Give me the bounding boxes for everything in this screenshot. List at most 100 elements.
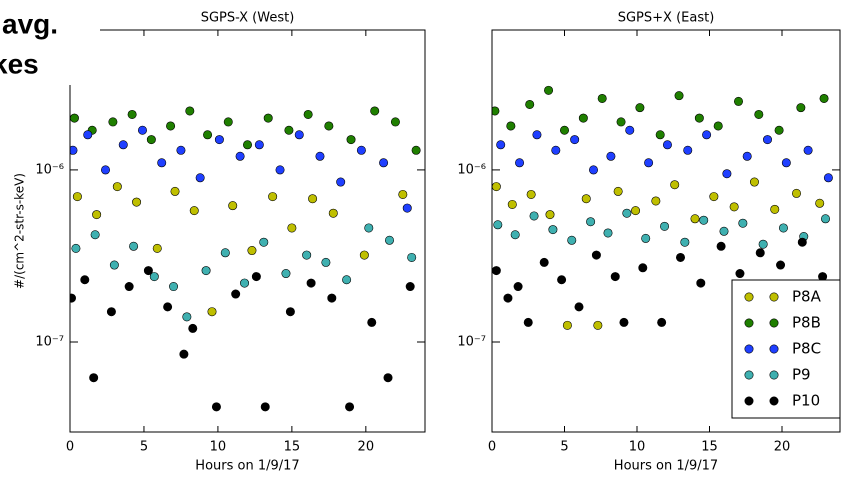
data-point: [185, 106, 195, 116]
data-point: [525, 99, 535, 109]
data-point: [622, 208, 632, 218]
data-point: [342, 275, 352, 285]
data-point: [303, 109, 313, 119]
x-tick-label: 5: [560, 440, 568, 455]
data-point: [101, 165, 111, 175]
data-point: [625, 125, 635, 135]
x-tick-label: 20: [774, 440, 791, 455]
data-point: [328, 208, 338, 218]
data-point: [588, 165, 598, 175]
data-point: [345, 402, 355, 412]
data-point: [235, 151, 245, 161]
data-point: [675, 252, 685, 262]
data-point: [287, 223, 297, 233]
data-point: [670, 180, 680, 190]
data-point: [742, 151, 752, 161]
data-point: [188, 323, 198, 333]
data-point: [638, 263, 648, 273]
data-point: [106, 307, 116, 317]
data-point: [755, 248, 765, 258]
data-point: [581, 194, 591, 204]
plot-points: [492, 85, 833, 330]
data-point: [214, 135, 224, 145]
data-point: [510, 230, 520, 240]
data-point: [228, 201, 238, 211]
data-point: [574, 302, 584, 312]
data-point: [231, 289, 241, 299]
data-point: [163, 302, 173, 312]
data-point: [722, 169, 732, 179]
data-point: [254, 140, 264, 150]
data-point: [616, 117, 626, 127]
data-point: [281, 269, 291, 279]
x-axis-label: Hours on 1/9/17: [614, 459, 718, 474]
data-point: [515, 158, 525, 168]
data-point: [674, 91, 684, 101]
data-point: [591, 250, 601, 260]
data-point: [89, 373, 99, 383]
legend-marker: [769, 318, 779, 328]
x-tick-label: 20: [358, 440, 375, 455]
data-point: [641, 233, 651, 243]
legend-marker: [769, 370, 779, 380]
data-point: [243, 140, 253, 150]
data-point: [132, 197, 142, 207]
data-point: [211, 402, 221, 412]
data-point: [112, 182, 122, 192]
data-point: [529, 211, 539, 221]
data-point: [370, 106, 380, 116]
data-point: [137, 125, 147, 135]
data-point: [690, 214, 700, 224]
data-point: [702, 130, 712, 140]
data-point: [405, 282, 415, 292]
data-point: [699, 215, 709, 225]
data-point: [201, 266, 211, 276]
data-point: [356, 145, 366, 155]
data-point: [738, 218, 748, 228]
legend-label: P8A: [792, 288, 822, 306]
data-point: [321, 257, 331, 267]
data-point: [545, 210, 555, 220]
legend-marker: [769, 292, 779, 302]
data-point: [402, 203, 412, 213]
data-point: [390, 117, 400, 127]
legend-marker: [744, 396, 754, 406]
data-point: [644, 158, 654, 168]
data-point: [709, 192, 719, 202]
data-point: [597, 93, 607, 103]
data-point: [263, 113, 273, 123]
x-tick-label: 0: [66, 440, 74, 455]
data-point: [268, 192, 278, 202]
data-point: [285, 307, 295, 317]
data-point: [819, 93, 829, 103]
data-point: [729, 202, 739, 212]
data-point: [803, 145, 813, 155]
data-point: [523, 317, 533, 327]
data-point: [492, 106, 500, 116]
data-point: [493, 220, 503, 230]
x-tick-label: 10: [210, 440, 227, 455]
data-point: [733, 96, 743, 106]
legend-label: P9: [792, 366, 811, 384]
x-axis-label: Hours on 1/9/17: [195, 459, 299, 474]
data-point: [539, 257, 549, 267]
data-point: [407, 252, 417, 262]
data-point: [398, 189, 408, 199]
data-point: [182, 312, 192, 322]
data-point: [557, 275, 567, 285]
data-point: [719, 226, 729, 236]
data-point: [694, 113, 704, 123]
data-point: [776, 260, 786, 270]
data-point: [774, 125, 784, 135]
data-point: [284, 125, 294, 135]
data-point: [306, 278, 316, 288]
data-point: [683, 145, 693, 155]
data-point: [503, 293, 513, 303]
x-tick-label: 0: [488, 440, 496, 455]
data-point: [324, 121, 334, 131]
data-point: [92, 210, 102, 220]
data-point: [109, 260, 119, 270]
data-point: [247, 246, 257, 256]
data-point: [526, 189, 536, 199]
legend-marker: [769, 344, 779, 354]
